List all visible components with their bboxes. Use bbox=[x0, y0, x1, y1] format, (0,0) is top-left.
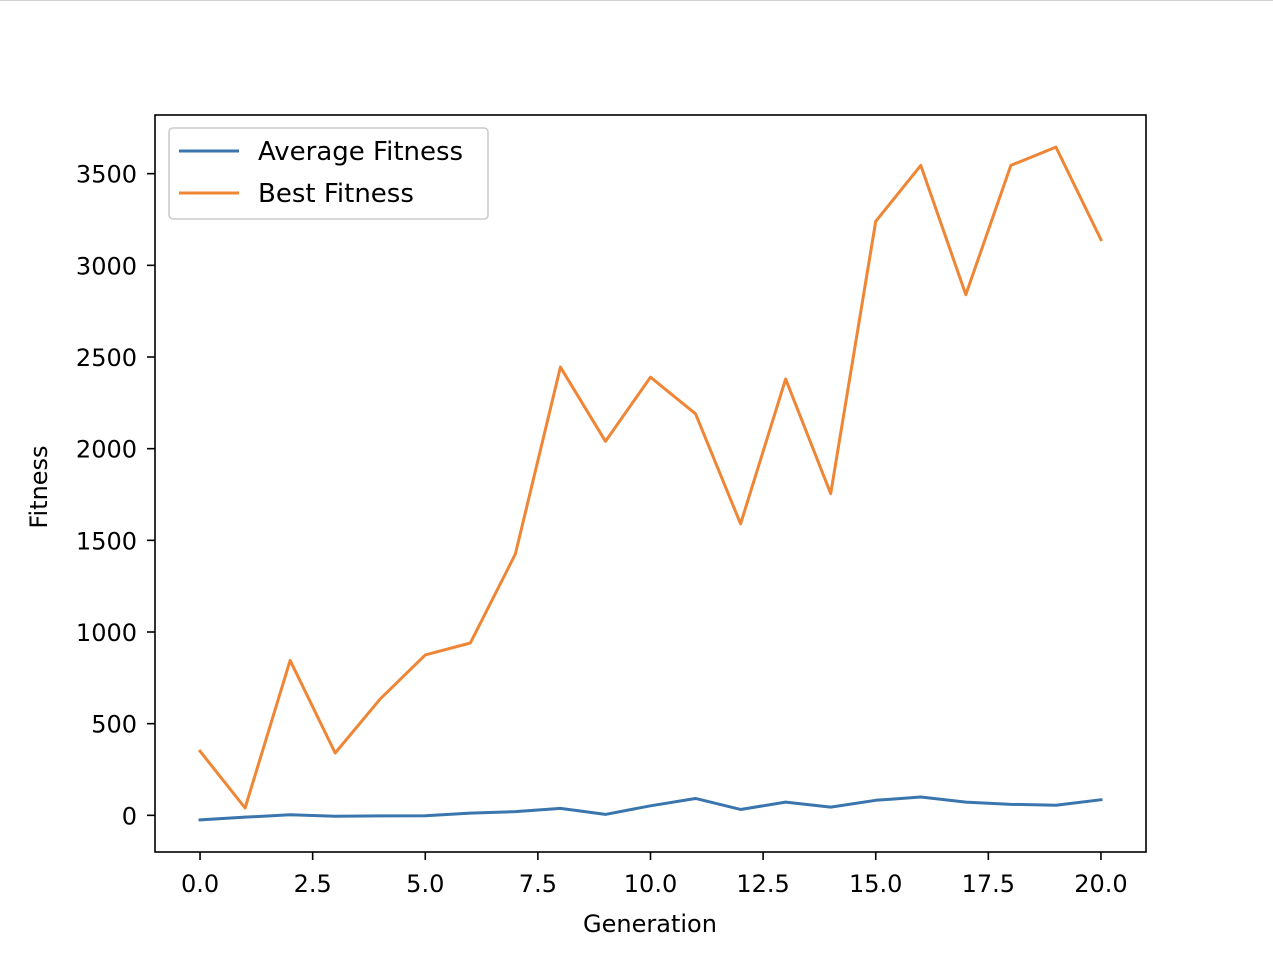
x-tick-label: 0.0 bbox=[181, 870, 219, 898]
series-layer bbox=[197, 145, 1103, 822]
y-axis: 0 500 1000 1500 2000 2500 3000 3500 bbox=[76, 161, 155, 830]
y-tick-label: 3500 bbox=[76, 161, 137, 189]
x-tick-label: 12.5 bbox=[736, 870, 789, 898]
legend-label-average-fitness: Average Fitness bbox=[258, 137, 463, 167]
x-tick-label: 7.5 bbox=[519, 870, 557, 898]
y-tick-label: 0 bbox=[122, 802, 137, 830]
plot-area bbox=[154, 114, 1147, 853]
x-tick-label: 5.0 bbox=[406, 870, 444, 898]
top-border-line bbox=[0, 0, 1273, 1]
y-tick-label: 1000 bbox=[76, 619, 137, 647]
legend: Average Fitness Best Fitness bbox=[168, 127, 489, 220]
x-tick-label: 10.0 bbox=[624, 870, 677, 898]
x-tick-label: 17.5 bbox=[962, 870, 1015, 898]
y-tick-label: 500 bbox=[91, 711, 137, 739]
legend-label-best-fitness: Best Fitness bbox=[258, 179, 414, 209]
y-tick-label: 2000 bbox=[76, 436, 137, 464]
y-axis-label: Fitness bbox=[25, 445, 53, 528]
y-tick-label: 2500 bbox=[76, 344, 137, 372]
plot-frame bbox=[154, 114, 1147, 853]
legend-box bbox=[168, 127, 489, 220]
series-line-best-fitness bbox=[197, 145, 1103, 810]
x-axis-label: Generation bbox=[583, 910, 717, 938]
y-tick-label: 3000 bbox=[76, 252, 137, 280]
series-line-average-fitness bbox=[198, 795, 1103, 822]
x-tick-label: 20.0 bbox=[1074, 870, 1127, 898]
x-axis: 0.0 2.5 5.0 7.5 10.0 12.5 15.0 17.5 20.0 bbox=[181, 852, 1128, 898]
x-tick-label: 15.0 bbox=[849, 870, 902, 898]
x-tick-label: 2.5 bbox=[294, 870, 332, 898]
y-tick-label: 1500 bbox=[76, 527, 137, 555]
